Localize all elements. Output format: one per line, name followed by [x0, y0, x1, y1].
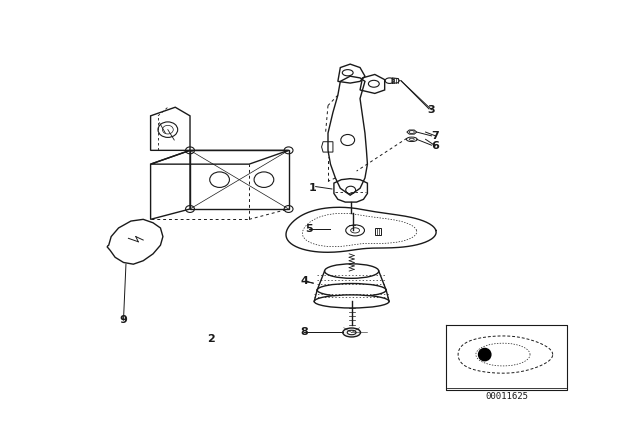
Ellipse shape — [314, 295, 389, 308]
Text: 7: 7 — [431, 131, 439, 141]
Text: 3: 3 — [428, 105, 435, 115]
Text: 9: 9 — [120, 315, 127, 325]
Ellipse shape — [324, 264, 379, 278]
Text: 00011625: 00011625 — [485, 392, 528, 401]
Ellipse shape — [348, 330, 356, 335]
Text: 6: 6 — [431, 141, 440, 151]
Ellipse shape — [343, 328, 360, 337]
Ellipse shape — [406, 137, 417, 142]
Text: 1: 1 — [308, 183, 316, 193]
Text: 4: 4 — [300, 276, 308, 286]
Text: 2: 2 — [207, 334, 214, 344]
Text: 8: 8 — [300, 327, 308, 337]
Circle shape — [479, 349, 491, 361]
Ellipse shape — [410, 138, 414, 140]
Text: 5: 5 — [305, 224, 313, 234]
Ellipse shape — [317, 284, 386, 297]
Polygon shape — [407, 130, 417, 134]
